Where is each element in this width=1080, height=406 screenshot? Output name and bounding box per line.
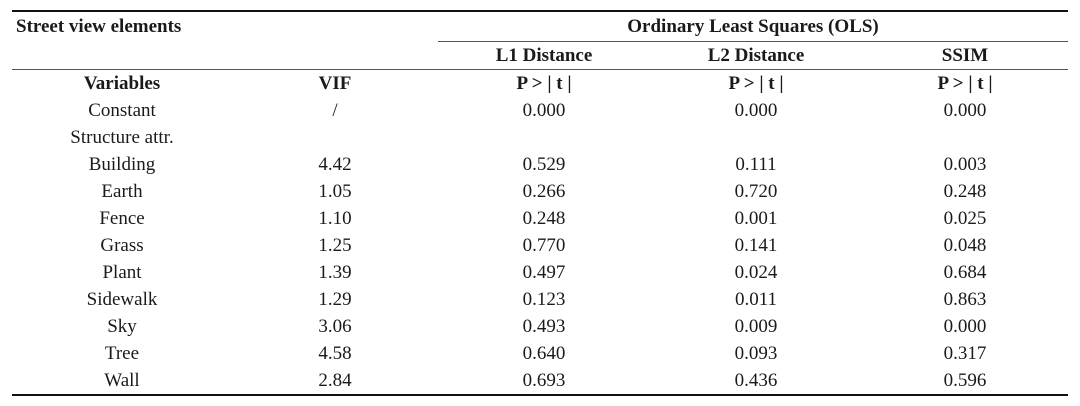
row-ssim-p [862, 124, 1068, 151]
l2-p-heading: P > | t | [728, 73, 784, 94]
row-vif: / [332, 100, 338, 121]
table-row: Structure attr. [12, 124, 1068, 151]
row-l1-p: 0.693 [438, 367, 650, 396]
row-ssim-p: 0.317 [943, 343, 987, 364]
variables-heading: Variables [83, 73, 161, 94]
table-row: Building 4.42 0.529 0.111 0.003 [12, 151, 1068, 178]
l1-distance-heading: L1 Distance [438, 41, 650, 70]
row-variable-name: Plant [102, 262, 142, 283]
row-l2-p: 0.000 [734, 100, 778, 121]
row-l1-p: 0.266 [522, 181, 566, 202]
header-row-group: Street view elements Ordinary Least Squa… [12, 10, 1068, 42]
row-vif: 4.58 [318, 343, 352, 364]
row-ssim-p: 0.863 [943, 289, 987, 310]
table-row: Grass 1.25 0.770 0.141 0.048 [12, 232, 1068, 259]
row-l1-p: 0.493 [522, 316, 566, 337]
row-ssim-p: 0.000 [943, 100, 987, 121]
table-row: Fence 1.10 0.248 0.001 0.025 [12, 205, 1068, 232]
table-row: Sidewalk 1.29 0.123 0.011 0.863 [12, 286, 1068, 313]
row-l2-p: 0.009 [734, 316, 778, 337]
row-l2-p: 0.011 [734, 289, 778, 310]
street-view-elements-heading: Street view elements [12, 10, 232, 42]
row-vif: 1.25 [318, 235, 352, 256]
row-ssim-p: 0.003 [943, 154, 987, 175]
ssim-p-heading: P > | t | [937, 73, 993, 94]
row-ssim-p: 0.684 [943, 262, 987, 283]
table-row: Sky 3.06 0.493 0.009 0.000 [12, 313, 1068, 340]
table-row: Wall 2.84 0.693 0.436 0.596 [12, 367, 1068, 396]
row-l1-p: 0.497 [522, 262, 566, 283]
row-vif: 1.05 [318, 181, 352, 202]
row-variable-name: Fence [99, 208, 145, 229]
ols-heading: Ordinary Least Squares (OLS) [438, 10, 1068, 42]
header-row-columns: Variables VIF P > | t | P > | t | P > | … [12, 70, 1068, 98]
row-ssim-p: 0.248 [943, 181, 987, 202]
row-variable-name: Constant [88, 100, 156, 121]
row-l1-p: 0.248 [522, 208, 566, 229]
row-l2-p: 0.001 [734, 208, 778, 229]
row-ssim-p: 0.596 [862, 367, 1068, 396]
row-ssim-p: 0.000 [943, 316, 987, 337]
row-vif: 3.06 [318, 316, 352, 337]
row-l2-p: 0.024 [734, 262, 778, 283]
table-row: Plant 1.39 0.497 0.024 0.684 [12, 259, 1068, 286]
row-l2-p [650, 124, 862, 151]
row-l2-p: 0.720 [734, 181, 778, 202]
row-variable-name: Structure attr. [70, 127, 174, 148]
l1-p-heading: P > | t | [516, 73, 572, 94]
row-variable-name: Earth [101, 181, 143, 202]
row-variable-name: Sidewalk [86, 289, 158, 310]
row-vif: 1.10 [318, 208, 352, 229]
row-vif: 1.29 [318, 289, 352, 310]
row-variable-name: Building [88, 154, 156, 175]
row-ssim-p: 0.025 [943, 208, 987, 229]
ols-results-table: Street view elements Ordinary Least Squa… [12, 10, 1068, 396]
l2-distance-heading: L2 Distance [650, 41, 862, 70]
row-l1-p: 0.770 [522, 235, 566, 256]
row-vif: 2.84 [232, 367, 438, 396]
row-l1-p: 0.000 [522, 100, 566, 121]
row-vif: 1.39 [318, 262, 352, 283]
table-row: Tree 4.58 0.640 0.093 0.317 [12, 340, 1068, 367]
row-variable-name: Sky [107, 316, 137, 337]
row-ssim-p: 0.048 [943, 235, 987, 256]
row-l2-p: 0.111 [735, 154, 777, 175]
table-row: Constant / 0.000 0.000 0.000 [12, 97, 1068, 124]
row-l2-p: 0.141 [734, 235, 778, 256]
row-l2-p: 0.093 [734, 343, 778, 364]
row-variable-name: Tree [104, 343, 140, 364]
table-row: Earth 1.05 0.266 0.720 0.248 [12, 178, 1068, 205]
vif-heading: VIF [318, 73, 352, 94]
row-vif [232, 124, 438, 151]
row-l1-p [438, 124, 650, 151]
row-variable-name: Wall [12, 367, 232, 396]
row-variable-name: Grass [100, 235, 144, 256]
row-vif: 4.42 [318, 154, 352, 175]
ssim-heading: SSIM [862, 41, 1068, 70]
row-l1-p: 0.123 [522, 289, 566, 310]
row-l1-p: 0.529 [522, 154, 566, 175]
row-l2-p: 0.436 [650, 367, 862, 396]
header-row-metrics: L1 Distance L2 Distance SSIM [12, 41, 1068, 70]
row-l1-p: 0.640 [522, 343, 566, 364]
